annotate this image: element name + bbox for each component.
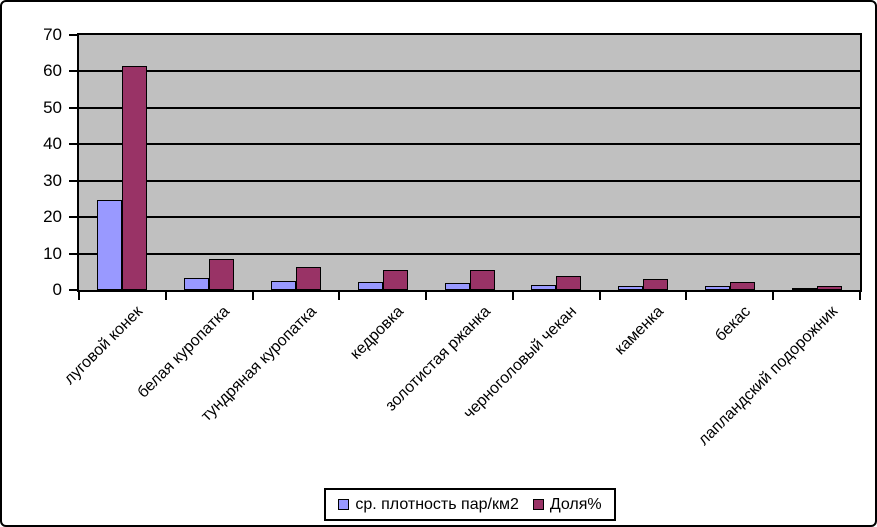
x-category-label-2: белая куропатка <box>134 303 234 402</box>
bar-share-6 <box>556 276 582 290</box>
x-axis-tick-5 <box>511 292 514 300</box>
x-category-label-4: кедровка <box>346 303 407 363</box>
gridline-20 <box>79 216 860 219</box>
gridline-50 <box>79 106 860 109</box>
y-axis-tick-30 <box>69 179 77 182</box>
bar-share-9 <box>816 286 842 290</box>
legend: ср. плотность пар/км2 Доля% <box>324 488 616 521</box>
x-axis-tick-9 <box>859 292 861 300</box>
bar-density-1 <box>97 200 123 290</box>
bar-density-7 <box>618 286 644 290</box>
legend-label-density: ср. плотность пар/км2 <box>355 495 519 513</box>
y-axis-tick-20 <box>69 216 77 219</box>
x-axis-tick-2 <box>251 292 254 300</box>
y-axis-tick-60 <box>69 70 77 73</box>
bar-share-2 <box>209 259 235 290</box>
x-category-label-7: каменка <box>611 303 668 359</box>
bar-share-5 <box>469 270 495 290</box>
bar-density-8 <box>704 286 730 290</box>
legend-label-share: Доля% <box>549 495 602 513</box>
bar-density-2 <box>184 278 210 290</box>
bar-density-9 <box>791 288 817 290</box>
y-tick-label-0: 0 <box>52 280 62 299</box>
bar-share-1 <box>122 66 148 290</box>
bar-share-3 <box>295 267 321 290</box>
y-axis-tick-50 <box>69 106 77 109</box>
legend-swatch-share-icon <box>532 499 544 510</box>
x-axis-tick-7 <box>685 292 688 300</box>
y-axis-tick-70 <box>69 34 77 36</box>
gridline-10 <box>79 252 860 255</box>
x-axis-tick-1 <box>164 292 167 300</box>
bar-density-5 <box>444 283 470 290</box>
legend-item-share: Доля% <box>532 495 602 514</box>
x-axis-tick-4 <box>425 292 428 300</box>
y-tick-label-50: 50 <box>43 97 62 117</box>
bar-share-8 <box>729 282 755 290</box>
x-category-label-5: золотистая ржанка <box>381 303 494 415</box>
y-axis-tick-10 <box>69 252 77 255</box>
legend-swatch-density-icon <box>338 499 350 510</box>
x-category-label-8: бекас <box>712 303 754 345</box>
y-tick-label-60: 60 <box>43 61 62 81</box>
x-category-label-9: лапландский подорожник <box>694 303 841 449</box>
x-axis-tick-8 <box>772 292 775 300</box>
plot-area <box>77 33 862 292</box>
x-category-label-3: тундряная куропатка <box>197 303 320 425</box>
bar-share-4 <box>382 270 408 290</box>
gridline-60 <box>79 70 860 73</box>
bar-density-6 <box>531 285 557 290</box>
gridline-40 <box>79 143 860 146</box>
x-category-label-6: черноголовый чекан <box>460 303 581 423</box>
y-tick-label-30: 30 <box>43 170 62 190</box>
gridline-30 <box>79 179 860 182</box>
y-tick-label-10: 10 <box>43 243 62 263</box>
bar-density-3 <box>270 281 296 290</box>
y-tick-label-70: 70 <box>43 25 62 44</box>
legend-item-density: ср. плотность пар/км2 <box>338 496 519 514</box>
y-tick-label-20: 20 <box>43 207 62 227</box>
bar-density-4 <box>357 282 383 290</box>
y-axis-tick-0 <box>69 289 77 291</box>
y-axis-tick-40 <box>69 143 77 146</box>
bar-share-7 <box>643 279 669 290</box>
y-tick-label-40: 40 <box>43 134 62 154</box>
x-axis-tick-0 <box>78 292 80 300</box>
x-axis-tick-6 <box>598 292 601 300</box>
x-axis-tick-3 <box>338 292 341 300</box>
